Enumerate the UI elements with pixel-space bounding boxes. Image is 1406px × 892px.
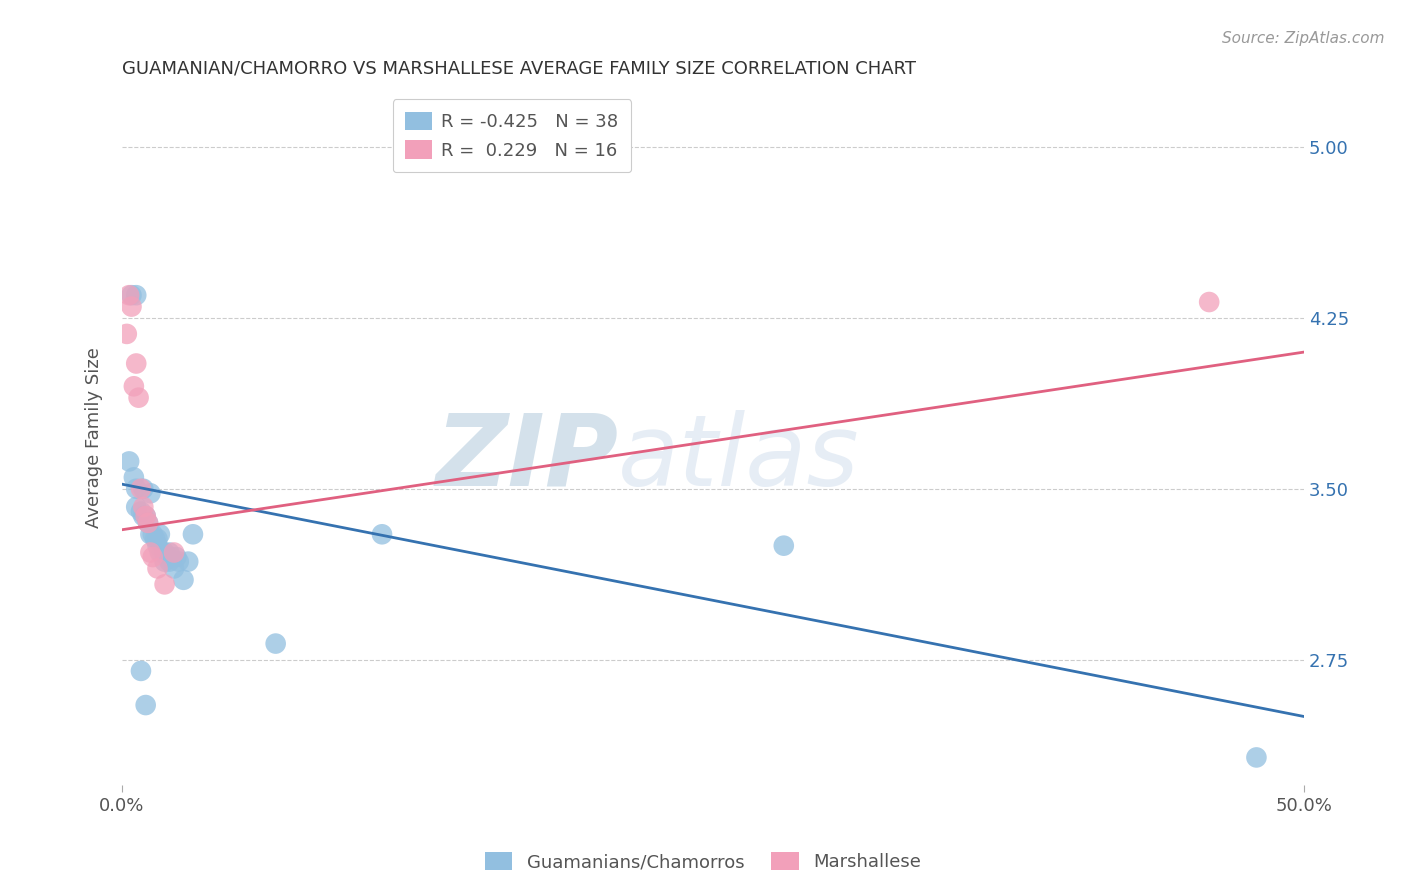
Legend: Guamanians/Chamorros, Marshallese: Guamanians/Chamorros, Marshallese (478, 845, 928, 879)
Point (125, 482, 148, 496)
Point (153, 545, 176, 559)
Point (135, 698, 157, 712)
Point (122, 379, 145, 393)
Point (264, 637, 287, 651)
Point (132, 482, 155, 496)
Point (121, 288, 143, 302)
Point (139, 486, 162, 500)
Point (149, 545, 172, 559)
Point (181, 527, 204, 541)
Point (135, 509, 157, 524)
Point (1198, 295, 1220, 310)
Point (371, 527, 394, 541)
Point (128, 391, 150, 405)
Text: GUAMANIAN/CHAMORRO VS MARSHALLESE AVERAGE FAMILY SIZE CORRELATION CHART: GUAMANIAN/CHAMORRO VS MARSHALLESE AVERAG… (122, 60, 917, 78)
Point (122, 470, 145, 484)
Point (150, 545, 173, 559)
Point (156, 549, 179, 564)
Point (135, 509, 157, 524)
Point (177, 555, 200, 569)
Point (125, 357, 148, 371)
Point (139, 527, 162, 541)
Point (136, 516, 159, 530)
Point (139, 545, 162, 559)
Text: atlas: atlas (619, 409, 860, 507)
Point (132, 509, 155, 524)
Point (173, 573, 195, 587)
Point (772, 539, 794, 553)
Point (157, 555, 180, 569)
Point (125, 288, 148, 302)
Point (160, 549, 183, 564)
Point (157, 545, 180, 559)
Point (146, 539, 169, 553)
Point (153, 555, 176, 569)
Point (129, 482, 152, 496)
Point (143, 532, 166, 546)
Point (115, 326, 138, 341)
Point (165, 549, 187, 564)
Point (146, 532, 169, 546)
Y-axis label: Average Family Size: Average Family Size (86, 347, 103, 528)
Point (142, 527, 165, 541)
Point (163, 561, 186, 575)
Point (118, 454, 141, 468)
Point (167, 555, 190, 569)
Point (163, 545, 186, 559)
Point (132, 500, 155, 514)
Point (153, 577, 176, 591)
Point (149, 527, 172, 541)
Text: ZIP: ZIP (436, 409, 619, 507)
Point (146, 561, 169, 575)
Point (121, 300, 143, 314)
Point (136, 516, 159, 530)
Legend: R = -0.425   N = 38, R =  0.229   N = 16: R = -0.425 N = 38, R = 0.229 N = 16 (392, 99, 631, 172)
Point (129, 504, 152, 518)
Point (129, 664, 152, 678)
Text: Source: ZipAtlas.com: Source: ZipAtlas.com (1222, 31, 1385, 46)
Point (118, 288, 141, 302)
Point (125, 500, 148, 514)
Point (1246, 750, 1268, 764)
Point (142, 549, 165, 564)
